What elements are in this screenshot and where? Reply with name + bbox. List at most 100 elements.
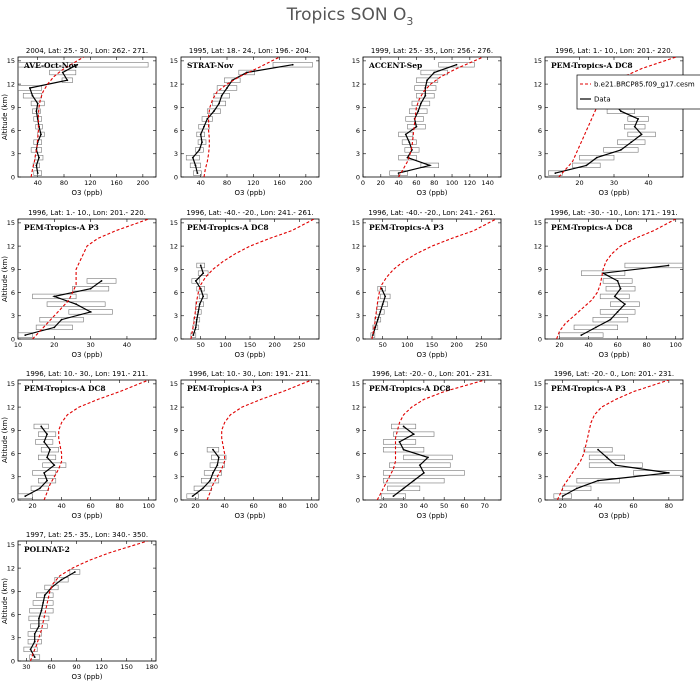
y-tick-label: 6 xyxy=(356,450,360,458)
y-tick-label: 12 xyxy=(352,80,360,88)
obs-spread-box xyxy=(69,569,81,575)
x-tick-label: 100 xyxy=(143,502,155,510)
obs-point xyxy=(33,640,36,643)
obs-point xyxy=(427,456,429,459)
obs-spread-box xyxy=(559,332,604,338)
obs-spread-box xyxy=(23,646,38,653)
plot-area xyxy=(370,219,497,339)
x-tick-label: 100 xyxy=(306,502,318,510)
panels-group: 2004, Lat: 25.- 30., Lon: 262.- 271. 0 3 6 9… xyxy=(1,47,700,681)
obs-point xyxy=(455,63,458,66)
x-tick-label: 200 xyxy=(268,341,280,349)
obs-profile-line xyxy=(581,264,669,336)
x-tick-label: 40 xyxy=(197,179,205,187)
obs-spread-box xyxy=(374,317,382,323)
x-tick-label: 30 xyxy=(399,502,407,510)
obs-point xyxy=(616,311,619,313)
model-profile-line xyxy=(43,380,149,500)
obs-point xyxy=(199,133,202,136)
obs-point xyxy=(554,172,557,175)
y-tick-label: 3 xyxy=(356,473,360,481)
obs-spread-box xyxy=(379,293,391,300)
obs-spread-box xyxy=(38,454,57,461)
obs-spread-box xyxy=(224,77,241,83)
x-tick-label: 20 xyxy=(379,502,387,510)
x-tick-label: 70 xyxy=(481,502,489,510)
obs-point xyxy=(194,164,197,167)
y-tick-label: 15 xyxy=(7,380,15,388)
obs-point xyxy=(412,433,415,436)
obs-spread-box xyxy=(624,124,646,130)
obs-point xyxy=(36,172,39,175)
obs-profile-line xyxy=(562,449,669,497)
y-tick-label: 3 xyxy=(356,312,360,320)
x-tick-label: 150 xyxy=(244,341,256,349)
x-tick-label: 30 xyxy=(22,663,30,671)
plot-area xyxy=(18,380,149,500)
obs-spread-box xyxy=(191,278,201,284)
y-tick-label: 3 xyxy=(538,312,542,320)
plot-frame xyxy=(17,56,157,178)
obs-point xyxy=(35,164,38,167)
obs-point xyxy=(291,63,294,66)
obs-point xyxy=(418,464,421,467)
y-tick-label: 3 xyxy=(11,150,15,158)
model-profile-line xyxy=(556,380,669,500)
x-axis-label: O3 (ppb) xyxy=(417,512,448,520)
obs-spread-box xyxy=(196,262,205,269)
y-tick-label: 0 xyxy=(174,335,178,343)
obs-point xyxy=(76,63,79,66)
x-axis-label: O3 (ppb) xyxy=(235,351,266,359)
obs-point xyxy=(46,433,48,436)
y-tick-label: 15 xyxy=(170,380,178,388)
x-tick-label: 120 xyxy=(247,179,259,187)
obs-spread-box xyxy=(398,155,417,161)
obs-point xyxy=(402,448,405,451)
legend: b.e21.BRCP85.f09_g17.cesm Data xyxy=(576,74,700,110)
x-axis-label: O3 (ppb) xyxy=(72,189,103,197)
y-tick-label: 15 xyxy=(352,219,360,227)
y-tick-label: 3 xyxy=(11,312,15,320)
x-tick-label: 20 xyxy=(575,179,583,187)
obs-point xyxy=(575,487,578,490)
y-tick-label: 6 xyxy=(538,289,542,297)
y-tick-label: 15 xyxy=(534,57,542,65)
x-tick-label: 20 xyxy=(377,179,385,187)
plot-area xyxy=(556,219,683,339)
y-tick-label: 6 xyxy=(11,289,15,297)
x-tick-label: 40 xyxy=(420,502,428,510)
x-axis-label: O3 (ppb) xyxy=(417,351,448,359)
y-tick-label: 0 xyxy=(538,173,542,181)
obs-spread-box xyxy=(54,577,69,583)
x-axis-label: O3 (ppb) xyxy=(235,189,266,197)
plot-frame xyxy=(180,56,320,178)
obs-spread-box xyxy=(34,155,44,161)
x-tick-label: 250 xyxy=(475,341,487,349)
obs-spread-box xyxy=(387,485,421,492)
obs-spread-box xyxy=(579,155,615,161)
y-tick-label: 15 xyxy=(534,219,542,227)
obs-point xyxy=(216,464,219,467)
panel-6: 1996, Lat: -40.- -20., Lon: 241.- 261. 0 3… xyxy=(170,209,320,359)
obs-spread-box xyxy=(592,317,629,323)
obs-point xyxy=(38,617,40,620)
obs-spread-box xyxy=(33,423,49,430)
obs-point xyxy=(597,479,599,482)
obs-spread-box xyxy=(72,286,110,292)
obs-point xyxy=(613,295,616,298)
x-tick-label: 40 xyxy=(57,502,65,510)
obs-point xyxy=(61,71,64,74)
x-tick-label: 80 xyxy=(665,502,673,510)
plot-area xyxy=(186,380,312,500)
obs-point xyxy=(428,164,431,167)
obs-point xyxy=(433,71,436,74)
figure-title: Tropics SON O3 xyxy=(286,5,414,28)
obs-point xyxy=(417,110,420,113)
x-tick-label: 30 xyxy=(86,341,94,349)
x-tick-label: 20 xyxy=(559,502,567,510)
obs-point xyxy=(212,448,214,451)
y-tick-label: 0 xyxy=(356,496,360,504)
obs-spread-box xyxy=(201,116,213,122)
obs-point xyxy=(220,94,223,97)
obs-spread-box xyxy=(372,324,379,331)
